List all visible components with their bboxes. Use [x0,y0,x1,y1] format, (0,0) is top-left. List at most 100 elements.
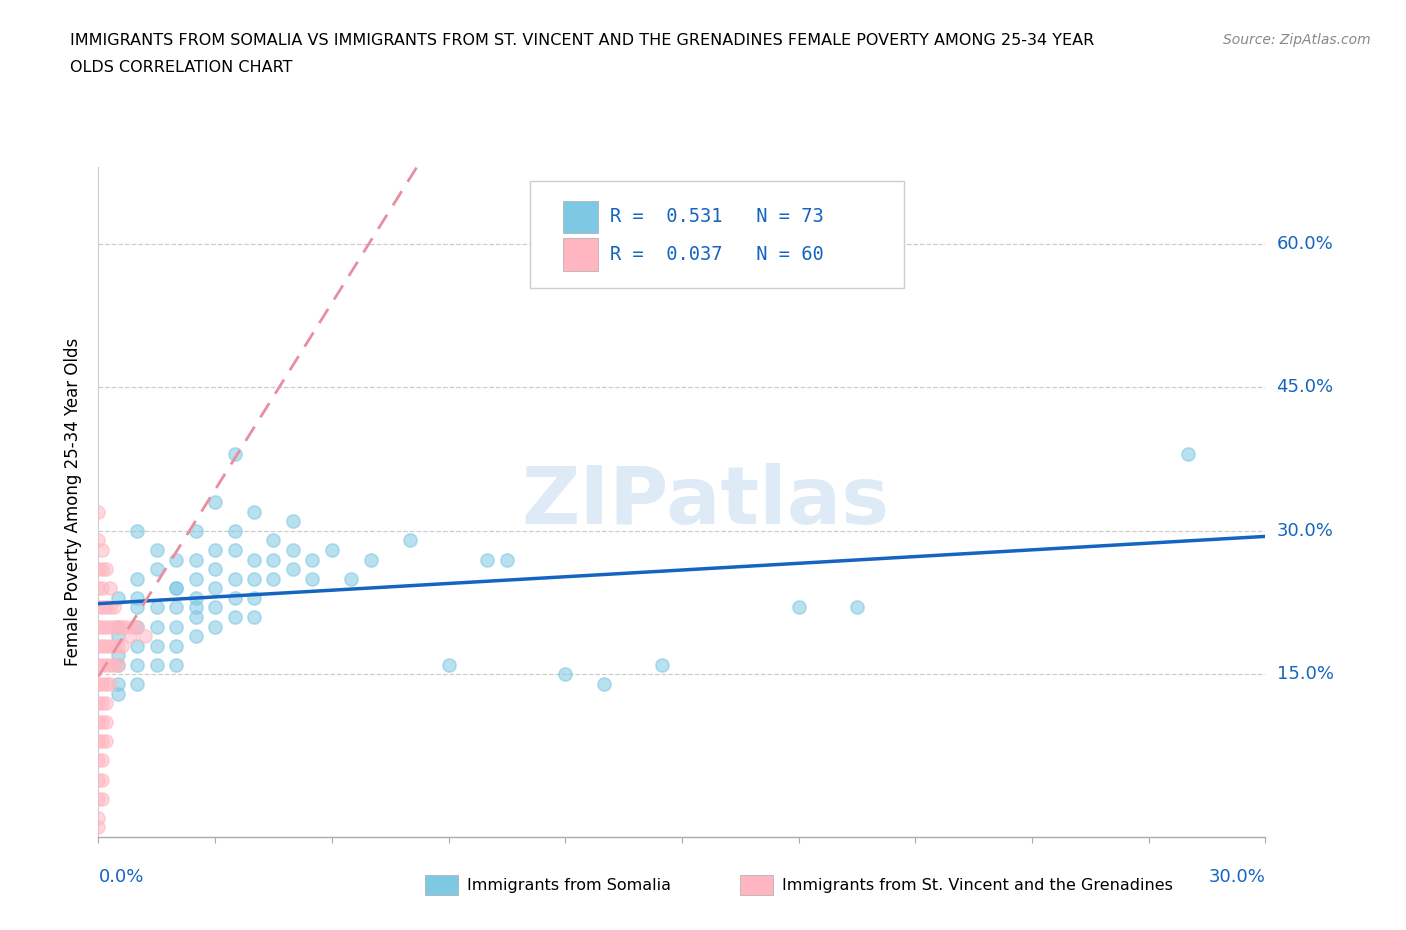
Point [87,810,110,825]
Point [91,600,114,615]
Point [437,658,460,672]
Point [87,658,110,672]
Point [165,581,187,596]
Point [224,447,246,462]
Point [107,619,129,634]
Point [107,676,129,691]
Point [107,638,129,653]
Point [262,533,284,548]
Point [111,638,134,653]
Point [184,600,207,615]
Point [107,648,129,663]
Point [91,638,114,653]
Text: 15.0%: 15.0% [1277,665,1333,684]
Point [845,600,868,615]
Point [91,619,114,634]
Point [165,581,187,596]
Point [243,591,266,605]
Point [127,524,149,538]
Point [96,658,118,672]
Point [122,619,145,634]
Point [184,552,207,567]
Point [262,552,284,567]
Point [118,629,141,644]
Point [204,542,226,557]
Point [165,552,187,567]
Point [146,638,169,653]
Point [281,514,304,529]
Point [98,581,121,596]
Point [98,676,121,691]
Point [87,734,110,749]
Point [98,600,121,615]
Point [103,600,125,615]
Point [134,629,156,644]
Point [91,772,114,787]
Point [360,552,382,567]
Point [96,676,118,691]
Text: ZIPatlas: ZIPatlas [522,463,890,541]
Point [184,609,207,624]
Point [281,542,304,557]
Point [224,609,246,624]
Point [91,658,114,672]
Point [87,533,110,548]
Point [204,619,226,634]
Point [204,562,226,577]
Point [301,552,323,567]
Point [96,734,118,749]
Point [87,638,110,653]
Point [96,715,118,730]
Point [91,753,114,768]
FancyBboxPatch shape [562,201,598,233]
Point [224,542,246,557]
Point [107,591,129,605]
Point [96,619,118,634]
Point [87,753,110,768]
Point [146,562,169,577]
Point [91,676,114,691]
Point [651,658,673,672]
Point [103,638,125,653]
FancyBboxPatch shape [425,875,458,896]
Text: 30.0%: 30.0% [1277,522,1333,540]
Point [96,562,118,577]
Point [184,629,207,644]
Point [184,591,207,605]
Point [224,571,246,586]
Point [184,571,207,586]
Point [321,542,343,557]
Point [204,495,226,510]
Point [146,658,169,672]
Point [554,667,576,682]
Point [146,600,169,615]
Point [107,658,129,672]
Point [204,600,226,615]
Point [107,619,129,634]
Point [114,619,136,634]
Point [398,533,420,548]
Point [593,676,616,691]
Point [91,696,114,711]
Point [87,676,110,691]
Point [184,524,207,538]
Point [107,629,129,644]
Point [96,696,118,711]
Point [165,638,187,653]
Text: 0.0%: 0.0% [98,868,143,885]
Point [1177,447,1199,462]
Point [127,571,149,586]
Point [146,542,169,557]
Point [204,581,226,596]
Point [787,600,810,615]
Point [98,638,121,653]
Point [165,600,187,615]
Point [98,619,121,634]
Text: Source: ZipAtlas.com: Source: ZipAtlas.com [1223,33,1371,46]
Point [165,658,187,672]
Point [127,638,149,653]
Point [301,571,323,586]
Text: 30.0%: 30.0% [1209,868,1265,885]
FancyBboxPatch shape [562,238,598,271]
Point [91,542,114,557]
